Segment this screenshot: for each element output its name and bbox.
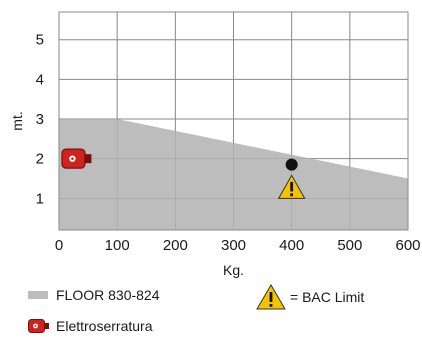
- x-tick-label: 500: [337, 237, 362, 254]
- legend-item-floor: FLOOR 830-824: [28, 287, 160, 303]
- x-tick-label: 100: [105, 237, 130, 254]
- tick-labels: 0 100 200 300 400 500 600 1 2 3 4 5: [36, 32, 421, 254]
- x-tick-label: 0: [55, 237, 63, 254]
- y-tick-label: 5: [36, 32, 44, 49]
- warning-exclamation-bar: [290, 181, 294, 192]
- electric-lock-icon: [61, 148, 92, 169]
- legend-item-bac-limit: = BAC Limit: [256, 284, 364, 310]
- legend-label-floor: FLOOR 830-824: [56, 287, 160, 303]
- y-tick-label: 4: [36, 71, 44, 88]
- area-series: [58, 11, 409, 231]
- x-tick-label: 200: [163, 237, 188, 254]
- y-tick-label: 2: [36, 151, 44, 168]
- legend-item-elettroserratura: Elettroserratura: [28, 318, 152, 334]
- x-tick-label: 600: [395, 237, 420, 254]
- warning-triangle-icon: [256, 284, 286, 310]
- chart-markers: [61, 148, 306, 199]
- warning-triangle-icon: [277, 174, 306, 199]
- plot-border: [58, 11, 409, 231]
- grey-swatch: [28, 291, 48, 299]
- x-tick-label: 400: [279, 237, 304, 254]
- electric-lock-icon: [28, 319, 49, 333]
- x-axis-label: Kg.: [223, 262, 244, 278]
- y-axis-label: mt.: [9, 111, 25, 130]
- lock-dot-center: [71, 157, 74, 160]
- y-tick-label: 1: [36, 190, 44, 207]
- warning-exclamation-dot: [290, 193, 294, 197]
- lock-bolt: [84, 154, 92, 164]
- x-tick-label: 300: [221, 237, 246, 254]
- legend-label-bac-limit: = BAC Limit: [290, 289, 365, 305]
- dot-marker: [285, 158, 298, 171]
- legend-label-elettroserratura: Elettroserratura: [56, 318, 153, 334]
- y-tick-label: 3: [36, 111, 44, 128]
